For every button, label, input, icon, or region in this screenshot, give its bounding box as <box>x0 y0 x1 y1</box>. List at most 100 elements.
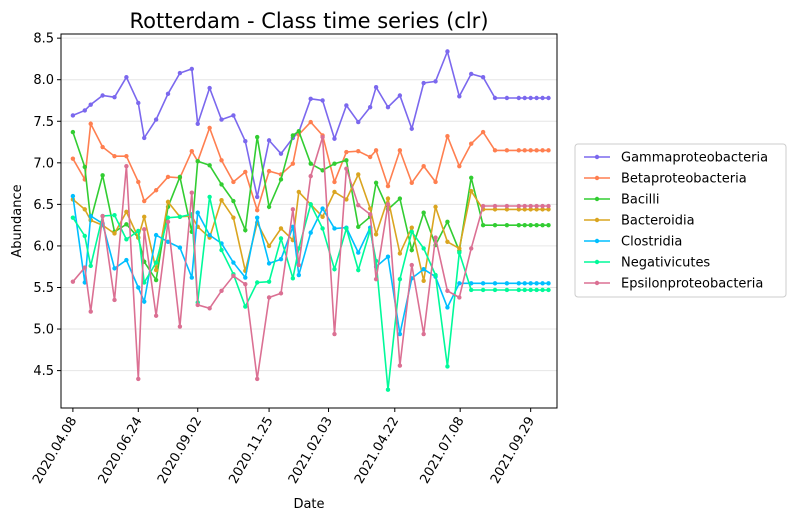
data-point <box>142 214 147 220</box>
data-point <box>124 209 129 215</box>
data-point <box>82 164 87 170</box>
data-point <box>522 207 527 212</box>
data-point <box>445 239 450 244</box>
data-point <box>540 287 545 293</box>
data-point <box>367 154 373 160</box>
legend: Gammaproteobacteria Betaproteobacteria Bac… <box>574 143 787 298</box>
data-point <box>373 232 379 237</box>
data-point <box>373 276 379 282</box>
legend-label: Bacteroidia <box>621 214 695 229</box>
data-point <box>70 129 76 135</box>
data-point <box>344 197 349 202</box>
data-point <box>308 119 313 125</box>
legend-label: Negativicutes <box>621 256 710 271</box>
data-point <box>534 203 539 209</box>
x-tick-label: 2020.04.08 <box>30 415 80 487</box>
legend-label: Gammaproteobacteria <box>621 151 768 166</box>
data-point <box>136 228 141 234</box>
data-point <box>266 138 272 143</box>
data-point <box>142 198 147 204</box>
data-point <box>397 363 403 368</box>
data-point <box>409 247 414 253</box>
data-point <box>189 148 194 154</box>
data-point <box>373 148 379 153</box>
data-point <box>189 66 194 72</box>
data-point <box>409 180 414 185</box>
data-point <box>165 199 171 205</box>
legend-marker <box>594 217 600 223</box>
data-point <box>534 95 539 101</box>
data-point <box>516 281 521 286</box>
data-point <box>136 179 141 185</box>
data-point <box>421 331 426 337</box>
data-point <box>207 85 212 91</box>
data-point <box>546 148 551 153</box>
series-line <box>72 136 549 380</box>
data-point <box>469 188 474 194</box>
data-point <box>266 261 272 266</box>
data-point <box>540 222 545 228</box>
data-point <box>290 276 296 281</box>
data-point <box>153 277 159 283</box>
data-point <box>278 177 284 182</box>
data-point <box>433 235 438 240</box>
data-point <box>528 281 533 286</box>
data-point <box>469 287 474 293</box>
data-point <box>546 203 551 209</box>
chart-title: Rotterdam - Class time series (clr) <box>129 9 488 33</box>
data-point <box>320 98 325 103</box>
legend-marker <box>594 196 600 202</box>
data-point <box>504 207 510 212</box>
data-point <box>189 190 194 195</box>
data-point <box>243 139 248 144</box>
data-point <box>397 196 403 201</box>
data-point <box>189 275 194 280</box>
data-point <box>504 287 510 293</box>
series-line <box>72 172 549 281</box>
data-point <box>290 207 296 212</box>
data-point <box>112 231 117 236</box>
data-point <box>445 49 450 54</box>
data-point <box>266 295 272 300</box>
data-point <box>540 281 545 286</box>
data-point <box>528 222 533 228</box>
data-point <box>421 210 426 215</box>
data-point <box>332 161 337 166</box>
data-point <box>522 148 527 153</box>
data-point <box>243 304 248 309</box>
data-point <box>397 251 403 256</box>
data-point <box>219 288 224 294</box>
data-point <box>397 148 403 153</box>
data-point <box>421 278 426 284</box>
data-point <box>528 207 533 212</box>
data-point <box>504 281 510 286</box>
data-point <box>142 299 147 304</box>
data-point <box>409 262 414 268</box>
data-point <box>308 202 313 207</box>
data-point <box>320 134 325 140</box>
series-line <box>72 48 549 198</box>
data-point <box>254 207 260 213</box>
data-point <box>177 174 183 180</box>
data-point <box>195 121 200 126</box>
data-point <box>385 104 391 110</box>
data-point <box>409 225 414 230</box>
data-point <box>100 93 105 98</box>
data-point <box>480 287 486 293</box>
data-point <box>385 254 391 259</box>
data-point <box>457 295 462 300</box>
data-point <box>266 279 272 284</box>
data-point <box>445 364 450 369</box>
data-point <box>433 272 438 278</box>
data-point <box>385 202 391 207</box>
plot-frame <box>60 33 558 409</box>
data-point <box>516 203 521 209</box>
data-point <box>177 214 183 220</box>
data-point <box>332 267 337 272</box>
data-point <box>266 204 272 210</box>
x-tick-label: 2020.11.25 <box>226 415 276 487</box>
data-point <box>421 267 426 272</box>
data-point <box>385 183 391 189</box>
data-point <box>320 226 325 231</box>
x-axis-label: Date <box>293 497 324 512</box>
